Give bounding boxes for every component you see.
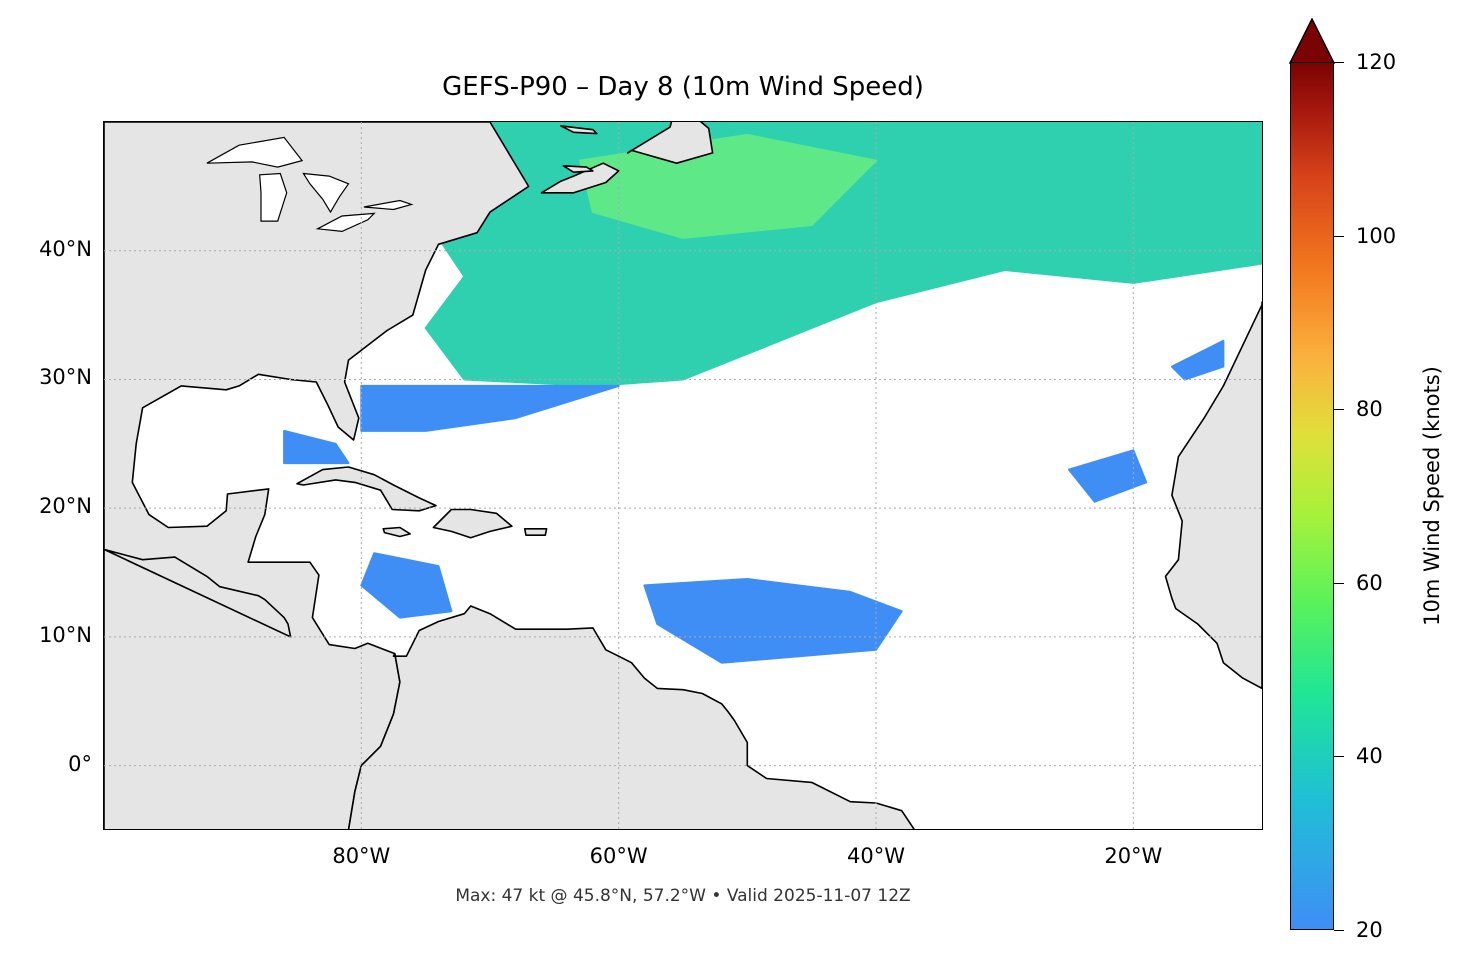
colorbar-label: 10m Wind Speed (knots) [1420, 366, 1444, 626]
colorbar-tick [1334, 235, 1344, 237]
max-wind-footer: Max: 47 kt @ 45.8°N, 57.2°W • Valid 2025… [455, 886, 911, 906]
colorbar-tick [1334, 756, 1344, 758]
colorbar-tick [1334, 930, 1344, 931]
lat-tick-label: 0° [68, 751, 92, 776]
map-plot-area[interactable] [104, 122, 1262, 830]
wind-canary-patch [1170, 339, 1225, 381]
lake-erie [315, 212, 376, 233]
land-south-america [347, 605, 916, 830]
land-nova-scotia [540, 162, 620, 194]
wind-mid-atlantic-patch [643, 578, 903, 664]
lake-ontario [363, 199, 414, 211]
wind-north-atlantic-core [579, 133, 877, 239]
wind-bahamas-shear [360, 384, 620, 432]
wind-caribbean-patch [360, 552, 453, 619]
colorbar-tick-label: 100 [1356, 223, 1397, 248]
colorbar-tick-label: 120 [1356, 50, 1397, 74]
land-cuba [296, 466, 437, 512]
colorbar-tick-label: 20 [1356, 918, 1383, 942]
lake-michigan [259, 172, 288, 222]
lon-tick-label: 40°W [847, 844, 905, 868]
lon-tick-label: 20°W [1104, 844, 1163, 868]
lat-tick-label: 40°N [39, 236, 92, 261]
wind-florida-straits [283, 429, 350, 465]
colorbar-tick [1334, 409, 1344, 411]
land-africa [1164, 301, 1262, 690]
colorbar-tick-label: 80 [1356, 397, 1383, 422]
land-pei [562, 164, 594, 174]
lon-tick-label: 80°W [332, 844, 391, 868]
colorbar-tick-label: 60 [1356, 570, 1383, 595]
colorbar-extend-arrow [1289, 18, 1335, 64]
lat-tick-label: 10°N [39, 622, 92, 647]
lat-tick-label: 20°N [39, 494, 92, 519]
colorbar-tick-label: 40 [1356, 744, 1383, 769]
colorbar-tick [1334, 62, 1344, 63]
land-hispaniola [432, 508, 513, 539]
colorbar-tick [1334, 582, 1344, 584]
land-anticosti [559, 125, 598, 135]
land-north-america [104, 122, 530, 830]
map-title: GEFS-P90 – Day 8 (10m Wind Speed) [442, 72, 924, 102]
land-newfoundland [626, 122, 714, 165]
lake-superior [206, 136, 304, 168]
land-puerto-rico [523, 527, 548, 537]
land-jamaica [382, 526, 412, 538]
lon-tick-label: 60°W [589, 844, 648, 868]
lake-huron [302, 172, 350, 214]
map-canvas [104, 122, 1262, 830]
lat-tick-label: 30°N [39, 365, 92, 390]
colorbar [1290, 62, 1334, 930]
wind-east-atlantic-patch [1068, 449, 1148, 503]
